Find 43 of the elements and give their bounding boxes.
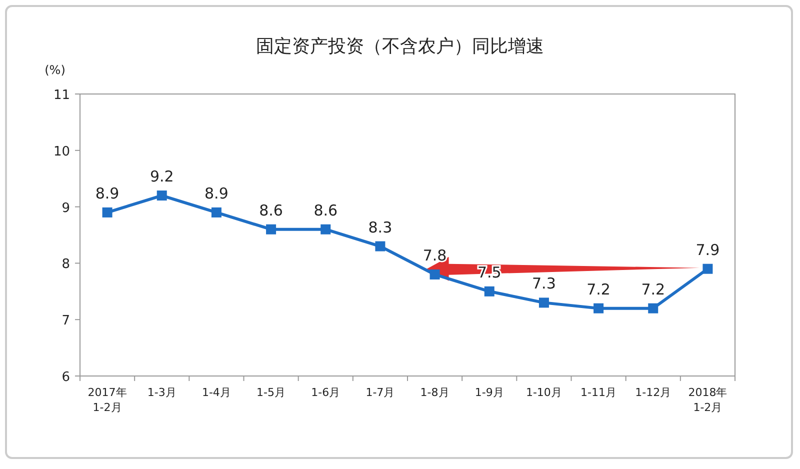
point (375, 241, 386, 252)
point (320, 224, 331, 234)
x-tick-label: 1-11月 (580, 386, 617, 399)
y-tick-label: 10 (53, 144, 70, 160)
y-tick-label: 6 (62, 370, 70, 385)
data-label: 7.9 (696, 240, 720, 259)
y-tick-label: 9 (62, 200, 70, 216)
point (266, 224, 276, 234)
y-tick-label: 7 (62, 314, 70, 329)
data-label: 8.9 (95, 184, 120, 202)
point (648, 303, 658, 314)
x-tick-label: 1-3月 (147, 386, 176, 399)
x-tick-label: 1-8月 (420, 386, 450, 399)
point (156, 190, 167, 201)
point (211, 207, 222, 218)
data-label: 8.6 (314, 201, 338, 220)
point (102, 207, 112, 218)
point (702, 264, 713, 274)
data-label: 7.3 (532, 274, 556, 293)
chart-title: 固定资产投资（不含农户）同比增速 (256, 36, 544, 57)
x-tick-label: 1-12月 (635, 386, 672, 399)
data-label: 8.9 (204, 184, 228, 202)
point (538, 298, 549, 308)
x-tick-label: 1-5月 (256, 386, 286, 399)
y-axis-title: (%) (44, 63, 66, 77)
x-tick-label: 2018年 1-2月 (688, 386, 728, 414)
y-tick-label: 8 (62, 257, 70, 272)
data-label: 7.2 (586, 280, 610, 298)
data-label: 9.2 (150, 168, 174, 186)
x-tick-label: 2017年 1-2月 (88, 386, 127, 414)
data-label: 7.2 (641, 280, 666, 298)
data-label: 8.3 (368, 218, 392, 236)
point (594, 303, 604, 314)
y-tick-label: 11 (53, 88, 70, 103)
point (484, 286, 494, 296)
data-label: 7.8 (422, 246, 447, 264)
x-tick-label: 1-7月 (366, 386, 395, 399)
point (430, 269, 440, 280)
x-tick-label: 1-6月 (311, 386, 340, 399)
x-tick-label: 1-4月 (202, 386, 231, 399)
x-tick-label: 1-10月 (526, 386, 562, 399)
data-label: 8.6 (259, 201, 283, 220)
x-tick-label: 1-9月 (474, 386, 504, 399)
